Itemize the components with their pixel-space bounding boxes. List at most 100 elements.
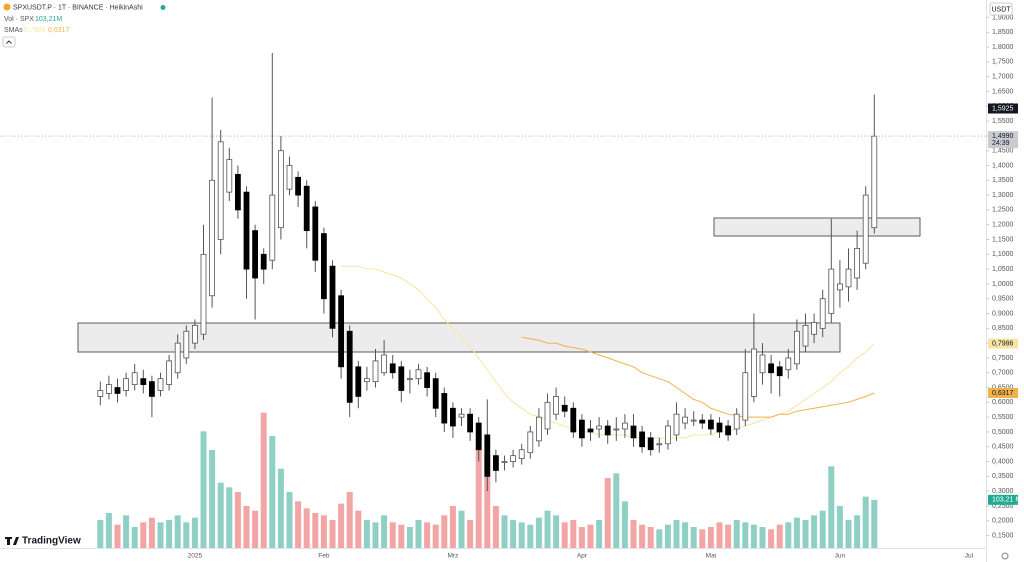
y-tick-label: 1,1000 [992,251,1014,258]
volume-bar [467,520,474,548]
y-tick-label: 1,0500 [992,266,1014,273]
candle-body [415,369,422,380]
candle-body [200,253,207,335]
candle-body [854,247,860,279]
volume-bar [510,520,517,548]
y-tick-label: 1,4000 [992,162,1014,169]
volume-bar [785,522,792,548]
volume-bar [209,450,216,548]
candle-body [845,268,852,288]
y-tick-label: 1,2000 [992,222,1014,229]
candle-body [234,173,241,211]
sma-price-box [988,338,1018,349]
candle-body [424,372,431,388]
volume-bar [312,513,319,548]
candle-body [226,159,233,193]
y-tick-label: 1,7000 [992,74,1014,81]
y-tick-label: 1,7500 [992,59,1014,66]
volume-bar [372,522,379,548]
y-tick-label: 1,2500 [992,207,1014,214]
candle-body [148,381,155,397]
candle-body [372,360,379,383]
candle-body [484,434,491,477]
volume-price-box [988,494,1018,505]
candle-body [871,135,878,229]
y-tick-label: 0,5500 [992,414,1014,421]
logo-text: TradingView [22,536,81,547]
candle-body [733,413,740,430]
candle-body [656,443,663,446]
y-tick-label: 1,0000 [992,281,1014,288]
candle-body [673,413,680,436]
candle-body [768,363,774,374]
candle-body [475,422,482,451]
volume-bar [338,503,345,548]
candle-body [518,449,525,459]
volume-bar [527,524,534,548]
volume-bar [750,524,757,548]
y-tick-label: 0,5000 [992,429,1014,436]
last-price-box [988,131,1018,149]
y-tick-label: 0,2500 [992,503,1014,510]
price-marker-label: 1,5925 [992,105,1014,112]
candle-body [682,416,688,424]
candle-body [191,324,198,344]
sma-value: 0,6317 [48,27,70,34]
sma-line [521,336,875,418]
volume-bar [174,515,181,548]
volume-bar [432,524,439,548]
volume-bar [854,515,861,548]
x-tick-label: Mai [706,553,716,560]
candle-body [131,372,138,385]
candle-body [622,422,628,430]
price-marker-box [988,103,1018,114]
candle-body [269,194,276,261]
volume-bar [303,508,310,548]
volume-bar [389,522,396,548]
candle-body [338,295,345,368]
y-axis-label: USDT [991,6,1011,13]
x-tick-label: Mrz [447,553,458,560]
candle-body [751,348,757,397]
volume-bar [131,527,138,548]
candle-body [97,390,104,397]
volume-bar [630,520,637,548]
candle-body [570,407,577,433]
volume-bar [699,529,706,548]
volume-bar [97,520,104,548]
candle-body [604,425,611,436]
volume-bar [596,520,603,548]
candle-body [630,425,637,439]
candle-body [320,233,327,300]
candle-body [389,363,396,374]
candle-body [157,378,164,391]
volume-bar [639,524,646,548]
candle-body [114,387,121,394]
candle-body [355,366,362,397]
candle-body [286,165,293,190]
volume-bar [518,522,525,548]
volume-bar [114,524,121,548]
volume-bar [355,510,362,548]
symbol-title: SPXUSDT.P · 1T · BINANCE · HeikinAshi [13,4,143,11]
candle-body [527,431,534,454]
symbol-icon [3,3,11,11]
candle-body [501,461,508,463]
volume-bar [862,496,869,548]
currency-button[interactable] [989,2,1013,16]
candle-body [398,366,405,391]
candle-body [295,176,302,196]
collapse-button[interactable] [2,36,16,48]
volume-bar [725,524,732,548]
zone-upper [713,217,921,237]
candle-body [217,141,224,240]
candle-body [346,330,353,403]
candle-body [613,428,620,431]
y-tick-label: 0,3000 [992,488,1014,495]
candle-body [647,437,654,451]
y-tick-label: 1,1500 [992,236,1014,243]
volume-bar [553,515,560,548]
settings-icon[interactable] [1001,552,1009,560]
sma-title: SMAs [4,27,23,34]
